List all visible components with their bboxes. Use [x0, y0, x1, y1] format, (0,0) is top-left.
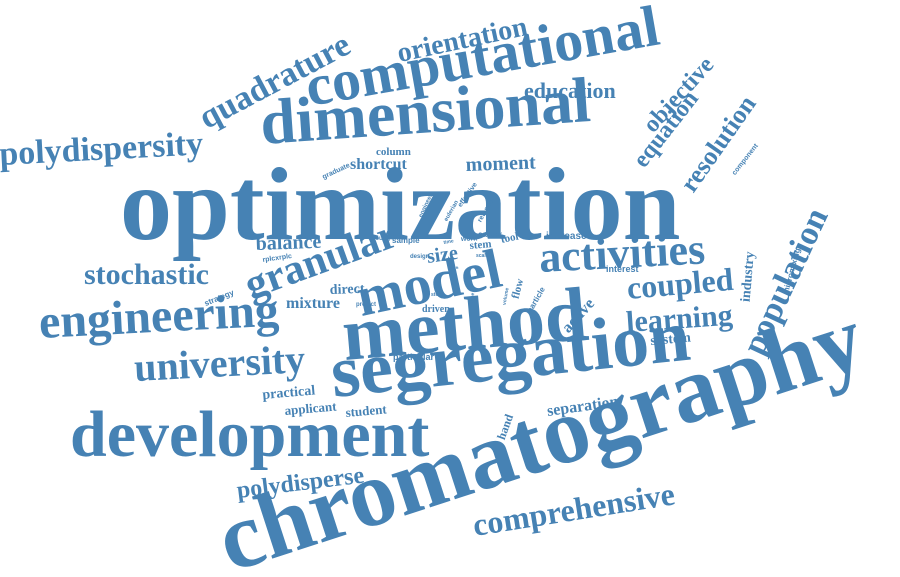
word-stochastic: stochastic [84, 258, 209, 292]
word-direct: direct [329, 281, 365, 298]
word-sample: sample [392, 235, 420, 245]
word-engineering: engineering [37, 283, 281, 350]
word-shortcut: shortcut [350, 155, 407, 173]
word-career: career [478, 229, 503, 239]
word-design: design [410, 253, 430, 260]
word-step: step [431, 291, 442, 298]
word-education: education [524, 78, 616, 104]
word-development: development [70, 398, 430, 472]
word-system: system [649, 330, 692, 349]
word-work: work [460, 235, 478, 243]
word-mixture: mixture [286, 294, 340, 312]
word-shift: shift [450, 265, 459, 271]
word-young: young [372, 235, 390, 242]
word-industry: industry [738, 250, 758, 303]
word-column: column [376, 146, 411, 159]
word-coupled: coupled [625, 260, 735, 306]
word-particular: particular [393, 351, 435, 362]
word-predict: predict [356, 301, 377, 308]
word-increase: increase [546, 231, 587, 243]
word-interest: interest [606, 263, 639, 274]
word-university: university [132, 336, 307, 391]
word-moment: moment [465, 151, 537, 177]
word-component: component [731, 142, 760, 177]
word-driven: driven [422, 304, 450, 316]
word-size: size [425, 242, 460, 269]
word-optimization: optimization [120, 147, 681, 263]
word-student: student [344, 401, 388, 421]
word-scale: scale [476, 252, 489, 259]
word-balance: balance [255, 230, 322, 256]
